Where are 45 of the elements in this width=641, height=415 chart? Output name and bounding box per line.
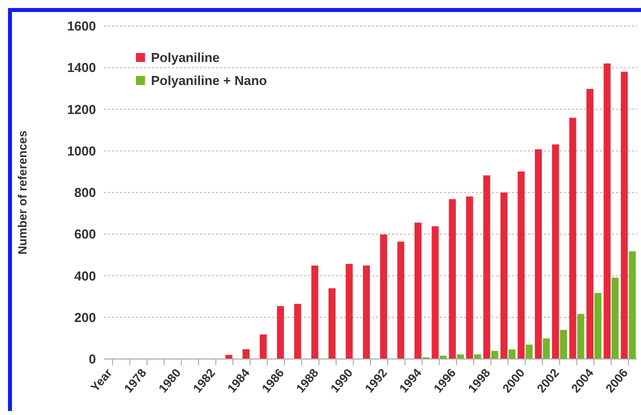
bar bbox=[440, 356, 447, 359]
y-tick-label: 1200 bbox=[67, 102, 96, 117]
bar bbox=[552, 144, 560, 359]
legend-label: Polyaniline + Nano bbox=[151, 73, 267, 88]
bar bbox=[311, 266, 318, 359]
bar bbox=[560, 330, 568, 359]
bar bbox=[620, 72, 628, 359]
bar bbox=[534, 149, 542, 359]
legend-label: Polyaniline bbox=[151, 50, 220, 65]
y-tick-label: 800 bbox=[74, 185, 96, 200]
bar bbox=[362, 266, 370, 359]
bar bbox=[586, 88, 594, 359]
bar bbox=[569, 118, 576, 359]
y-axis-title: Number of references bbox=[15, 130, 30, 255]
bar bbox=[242, 349, 250, 359]
bar bbox=[612, 278, 619, 359]
bar bbox=[628, 251, 636, 359]
bar bbox=[380, 234, 388, 359]
bar bbox=[491, 350, 498, 359]
bar bbox=[466, 196, 474, 359]
y-tick-label: 200 bbox=[74, 310, 96, 325]
bar bbox=[414, 222, 422, 359]
y-tick-label: 600 bbox=[74, 226, 96, 242]
bar bbox=[508, 349, 516, 359]
y-tick-label: 1400 bbox=[67, 60, 96, 76]
bar bbox=[328, 288, 336, 359]
y-tick-label: 0 bbox=[88, 352, 96, 367]
bar bbox=[542, 338, 550, 359]
bar bbox=[276, 306, 284, 359]
bar bbox=[526, 344, 533, 359]
y-tick-label: 1600 bbox=[67, 18, 96, 34]
bar bbox=[260, 334, 267, 359]
bar bbox=[432, 226, 439, 359]
y-tick-label: 1000 bbox=[67, 143, 96, 158]
bar bbox=[346, 264, 353, 359]
bar bbox=[397, 242, 404, 359]
bar bbox=[448, 199, 456, 359]
bar bbox=[594, 293, 602, 359]
bar bbox=[294, 304, 302, 359]
y-tick-label: 400 bbox=[74, 268, 96, 284]
bar bbox=[577, 314, 584, 359]
bar bbox=[500, 192, 508, 359]
bar bbox=[604, 63, 611, 359]
bar bbox=[518, 171, 525, 359]
bar bbox=[483, 175, 490, 359]
